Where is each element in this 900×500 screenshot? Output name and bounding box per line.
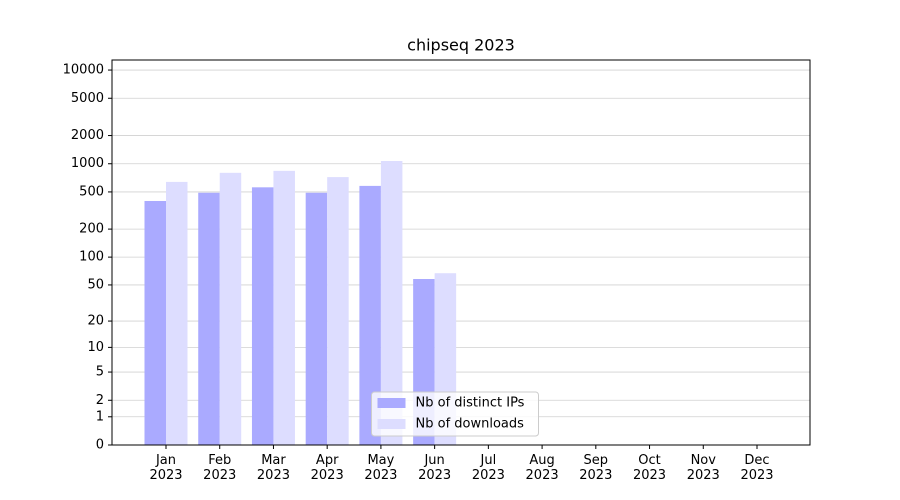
x-tick-label: Aug 2023	[525, 453, 559, 483]
chart-title: chipseq 2023	[407, 36, 515, 55]
legend: Nb of distinct IPs Nb of downloads	[371, 391, 539, 437]
x-tick-label: Jun 2023	[418, 453, 452, 483]
bar	[166, 181, 188, 445]
bar	[198, 192, 220, 445]
axes-frame	[111, 59, 811, 446]
y-tick-label: 20	[87, 314, 104, 329]
y-tick-label: 2000	[71, 128, 104, 143]
x-tick-label: Oct 2023	[632, 453, 667, 483]
bar	[251, 187, 274, 445]
bar	[144, 200, 166, 445]
legend-label: Nb of distinct IPs	[416, 396, 525, 411]
y-tick-label: 10000	[63, 63, 104, 78]
x-tick-label: Dec 2023	[740, 453, 774, 483]
y-tick-label: 5	[96, 365, 104, 380]
x-tick-label: May 2023	[364, 453, 398, 483]
y-tick-label: 1000	[71, 156, 104, 171]
x-tick-label: Nov 2023	[686, 453, 720, 483]
x-tick-label: Sep 2023	[579, 453, 613, 483]
bar	[327, 177, 349, 446]
y-tick-label: 100	[79, 250, 104, 265]
legend-label: Nb of downloads	[416, 417, 525, 432]
y-tick-label: 0	[96, 438, 104, 453]
bar	[380, 160, 403, 445]
y-tick-label: 1	[96, 409, 104, 424]
x-tick-label: Mar 2023	[256, 453, 290, 483]
bar	[273, 170, 295, 445]
x-tick-label: Feb 2023	[203, 453, 237, 483]
y-tick-label: 200	[79, 222, 104, 237]
bar	[219, 172, 242, 446]
y-tick-label: 500	[79, 184, 104, 199]
bar	[359, 185, 381, 446]
x-tick-label: Jan 2023	[149, 453, 183, 483]
legend-swatch	[377, 419, 406, 429]
x-tick-label: Jul 2023	[471, 453, 505, 483]
y-tick-label: 2	[96, 393, 104, 408]
legend-swatch	[377, 398, 406, 408]
x-tick-label: Apr 2023	[310, 453, 344, 483]
y-tick-label: 10	[87, 340, 104, 355]
y-tick-label: 5000	[71, 91, 104, 106]
legend-box	[371, 391, 539, 437]
bar	[305, 192, 328, 445]
y-tick-label: 50	[87, 277, 104, 292]
